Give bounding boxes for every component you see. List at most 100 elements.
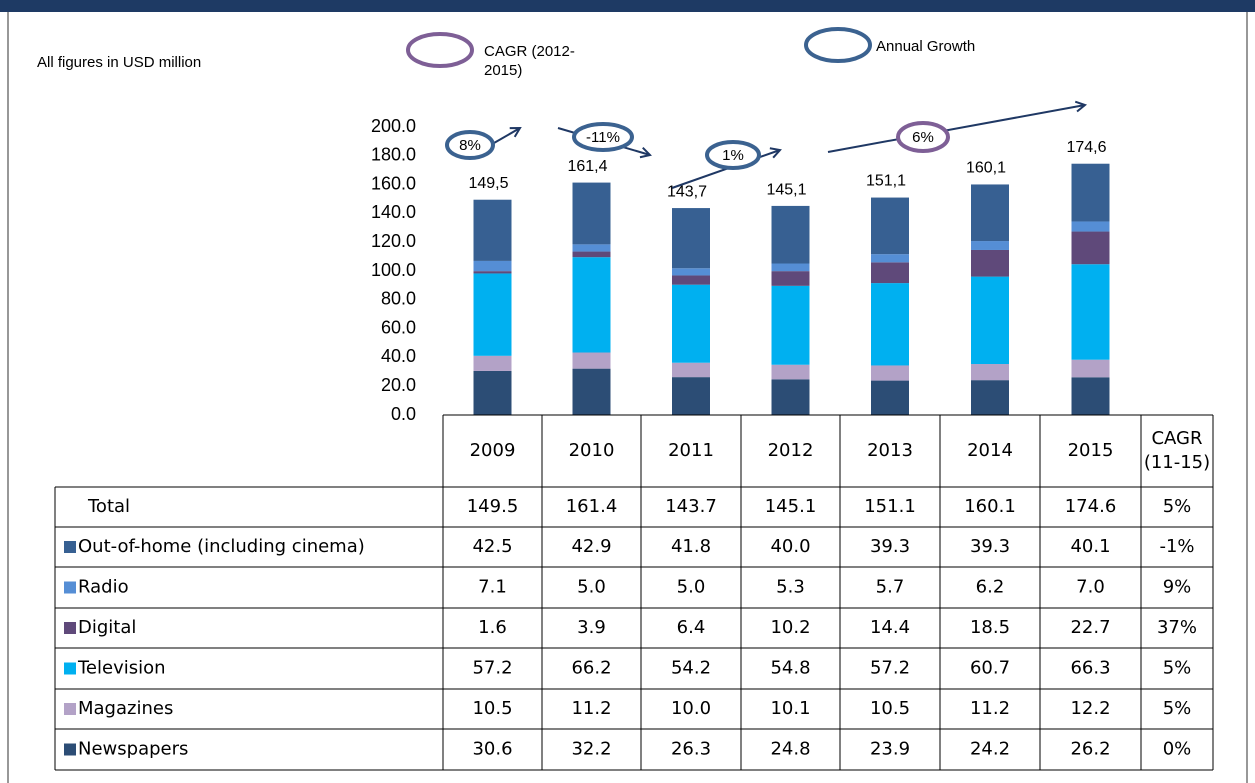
table-cell: 40.0 [770,536,810,557]
table-cell: 1.6 [478,617,507,638]
x-tick-label: 2012 [768,440,814,461]
legend-swatch [64,622,76,634]
legend-swatch [64,541,76,553]
table-cell: 151.1 [864,496,916,517]
table-cell: 42.5 [472,536,512,557]
bar-segment [672,208,710,269]
bar-segment [1071,264,1110,360]
growth-label: 1% [722,147,744,164]
table-cagr: -1% [1159,536,1194,557]
legend-swatch [64,703,76,715]
bar-segment [971,241,1009,250]
y-tick-label: 140.0 [371,202,416,222]
y-tick-label: 180.0 [371,145,416,165]
bar-segment [871,380,909,415]
table-cell: 10.0 [671,698,711,719]
growth-label: 6% [912,129,934,146]
cagr-header: CAGR (11-15) [1143,427,1211,473]
total-label: 149,5 [468,175,508,192]
bar-segment [1071,377,1110,415]
table-cell: 5.7 [876,577,905,598]
bar-segment [672,284,710,363]
table-cell: 54.8 [770,658,810,679]
top-bar [0,0,1255,12]
bar-segment [771,285,810,365]
bar-segment [672,275,710,285]
row-label: Radio [78,577,129,598]
table-cell: 30.6 [472,739,512,760]
bar-segment [771,263,810,272]
table-cell: 57.2 [472,658,512,679]
x-tick-label: 2011 [668,440,714,461]
bar-segment [871,254,909,263]
legend-label: 2015) [484,62,522,79]
bar-segment [1071,163,1110,222]
table-cell: 40.1 [1070,536,1110,557]
bar-segment [971,276,1009,365]
growth-ellipse [896,121,950,153]
table-cell: 14.4 [870,617,910,638]
growth-ellipse [572,122,634,152]
cagr-header-box: CAGR (11-15) [1143,427,1211,473]
table-cell: 10.5 [472,698,512,719]
table-cell: 11.2 [970,698,1010,719]
x-tick-label: 2009 [470,440,516,461]
table-cell: 5.3 [776,577,805,598]
bar-segment [572,251,611,258]
bar-segment [971,249,1009,277]
total-label: 145,1 [766,181,806,198]
bar-segment [771,271,810,286]
table-cell: 57.2 [870,658,910,679]
table-cagr: 0% [1163,739,1192,760]
table-cell: 26.3 [671,739,711,760]
table-cell: 39.3 [870,536,910,557]
y-tick-label: 160.0 [371,173,416,193]
y-tick-label: 60.0 [381,317,416,337]
table-cell: 23.9 [870,739,910,760]
bar-segment [871,283,909,366]
table-cell: 39.3 [970,536,1010,557]
table-cagr: 5% [1163,496,1192,517]
bar-segment [971,380,1009,415]
legend-label: CAGR (2012- [484,43,575,60]
table-cell: 18.5 [970,617,1010,638]
table-cagr: 37% [1157,617,1197,638]
table-cell: 7.0 [1076,577,1105,598]
table-cell: 7.1 [478,577,507,598]
bar-segment [1071,359,1110,378]
table-cell: 22.7 [1070,617,1110,638]
bar-segment [473,273,512,356]
bar-segment [871,197,909,255]
table-cell: 24.8 [770,739,810,760]
table-cell: 161.4 [566,496,618,517]
total-label: 161,4 [567,158,607,175]
table-cell: 10.5 [870,698,910,719]
bar-segment [572,244,611,252]
table-cell: 32.2 [571,739,611,760]
legend-swatch [64,581,76,594]
table-cell: 143.7 [665,496,717,517]
y-tick-label: 40.0 [381,346,416,366]
table-cell: 42.9 [571,536,611,557]
growth-label: 8% [459,137,481,154]
bar-segment [971,184,1009,242]
y-tick-label: 20.0 [381,375,416,395]
table-cell: 66.2 [571,658,611,679]
bar-segment [572,352,611,369]
bar-segment [672,362,710,378]
table-cell: 60.7 [970,658,1010,679]
table-cell: 5.0 [677,577,706,598]
x-tick-label: 2013 [867,440,913,461]
bar-segment [771,379,810,415]
bar-segment [771,205,810,264]
table-cagr: 9% [1163,577,1192,598]
table-cell: 26.2 [1070,739,1110,760]
y-tick-label: 80.0 [381,289,416,309]
table-cell: 66.3 [1070,658,1110,679]
bar-segment [871,365,909,381]
row-label: Total [87,496,130,517]
row-label: Magazines [78,698,173,719]
growth-ellipse [445,130,495,160]
table-cell: 12.2 [1070,698,1110,719]
x-tick-label: 2014 [967,440,1013,461]
